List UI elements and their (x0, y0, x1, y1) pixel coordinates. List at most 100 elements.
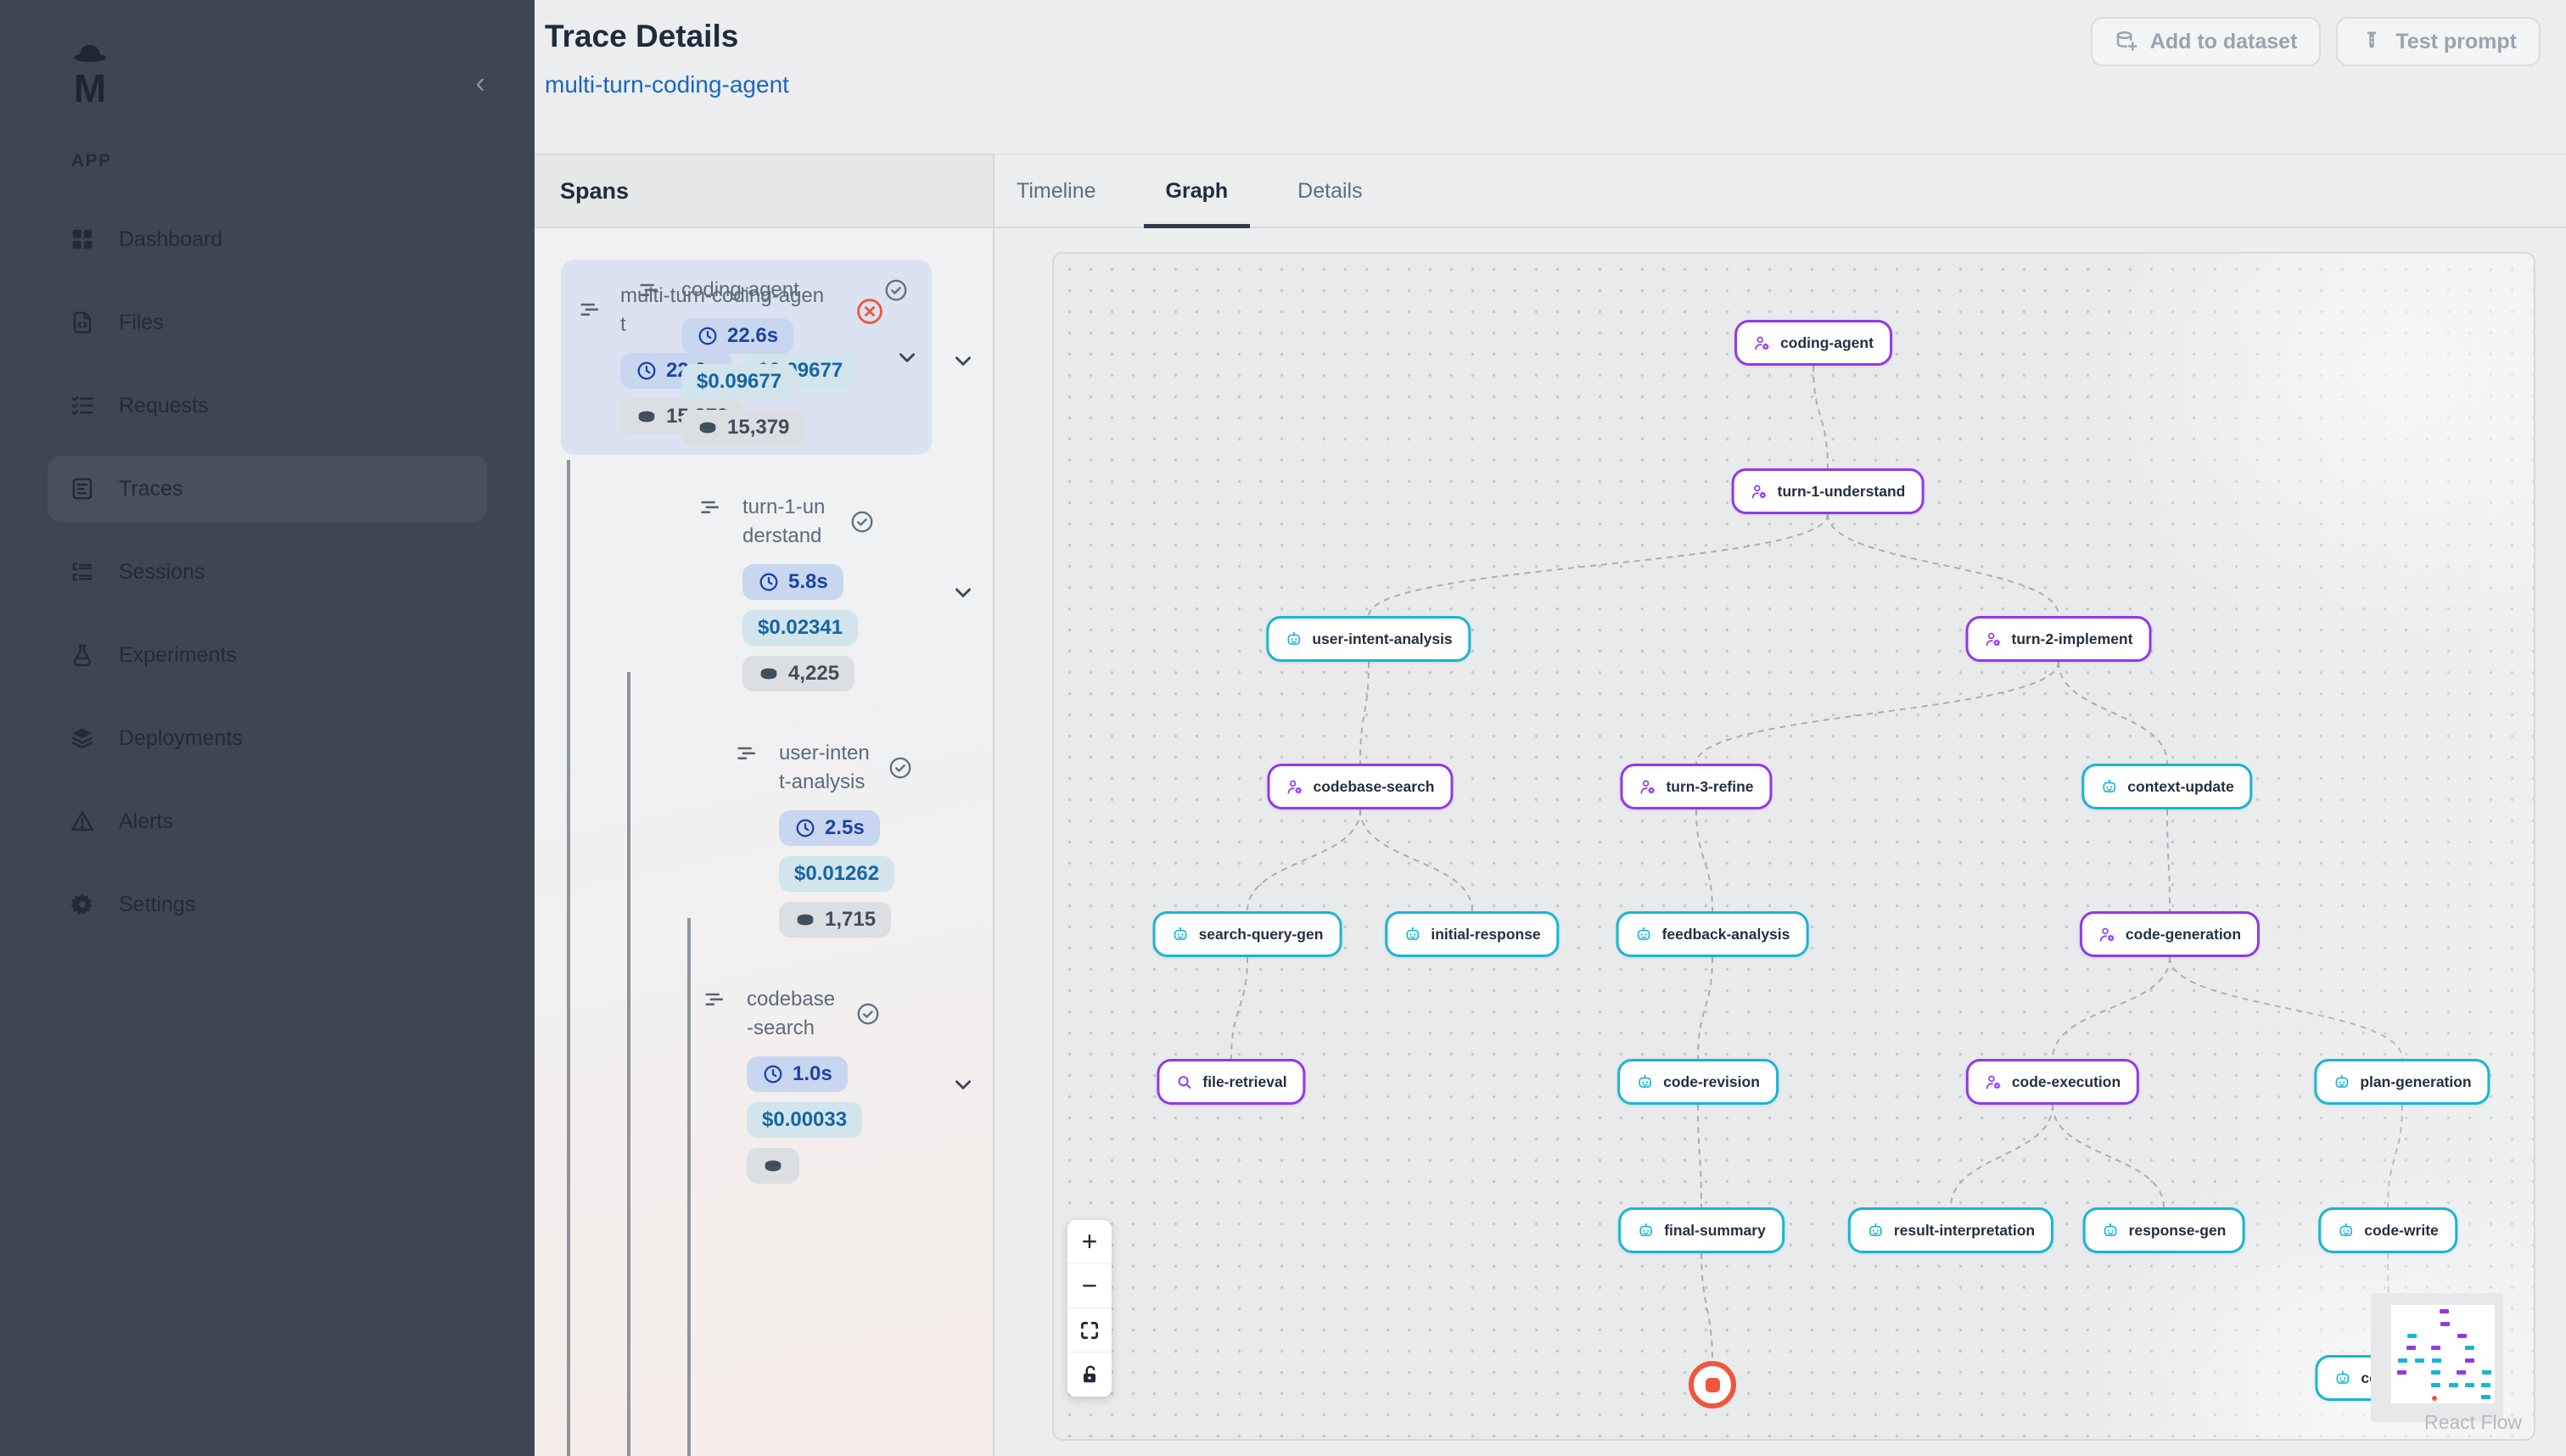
minimap-node-coding-agent (2439, 1309, 2449, 1313)
sidebar-item-experiments[interactable]: Experiments (48, 622, 487, 688)
tree-indent-guide (627, 672, 630, 1456)
sidebar-item-traces[interactable]: Traces (48, 456, 487, 522)
graph-node-result-interpretation[interactable]: result-interpretation (1847, 1207, 2054, 1253)
graph-node-turn-2-implement[interactable]: turn-2-implement (1965, 616, 2152, 662)
add-to-dataset-button[interactable]: Add to dataset (2090, 17, 2322, 66)
zoom-out-button[interactable]: − (1067, 1264, 1112, 1308)
node-label: final-summary (1664, 1221, 1766, 1239)
node-label: code-generation (2125, 925, 2242, 943)
graph-node-final-summary[interactable]: final-summary (1618, 1207, 1784, 1253)
graph-edge-turn-2-implement--turn-3-refine (1695, 661, 2059, 764)
graph-edge-coding-agent--turn-1-understand (1812, 365, 1829, 469)
sidebar-item-label: Settings (119, 892, 196, 916)
graph-node-initial-response[interactable]: initial-response (1385, 911, 1560, 957)
graph-node-turn-1-understand[interactable]: turn-1-understand (1731, 468, 1924, 514)
tree-indent-guide (567, 460, 570, 1456)
robot-icon (1403, 926, 1421, 944)
sidebar-item-label: Dashboard (119, 227, 223, 251)
graph-node-turn-3-refine[interactable]: turn-3-refine (1620, 764, 1773, 809)
minimap-node-response-gen (2464, 1382, 2474, 1387)
robot-icon (2333, 1369, 2351, 1387)
graph-node-user-intent-analysis[interactable]: user-intent-analysis (1266, 616, 1471, 662)
coin-icon (636, 406, 658, 428)
sidebar-collapse-button[interactable]: ‹ (458, 61, 502, 105)
graph-node-code-execution[interactable]: code-execution (1965, 1059, 2140, 1105)
success-status-icon (849, 509, 875, 535)
minimap[interactable] (2371, 1293, 2503, 1422)
graph-edge-turn-3-refine--feedback-analysis (1695, 809, 1713, 912)
minimap-node-final-summary (2431, 1382, 2441, 1387)
duration-badge: 1.0s (747, 1056, 848, 1092)
node-label: result-interpretation (1893, 1221, 2036, 1239)
sidebar-item-sessions[interactable]: Sessions (48, 539, 487, 605)
sidebar-item-settings[interactable]: Settings (48, 871, 487, 938)
cost-badge: $0.02341 (742, 610, 859, 646)
test-prompt-button[interactable]: Test prompt (2336, 17, 2541, 66)
tab-timeline[interactable]: Timeline (1017, 178, 1096, 203)
fit-view-button[interactable] (1067, 1308, 1112, 1352)
sidebar-item-files[interactable]: Files (48, 289, 487, 356)
trace-name-link[interactable]: multi-turn-coding-agent (545, 71, 789, 98)
graph-edges (1230, 365, 2403, 1363)
react-flow-attribution[interactable]: React Flow (2423, 1411, 2522, 1433)
chevron-down-icon[interactable] (950, 348, 976, 373)
span-row-user-intent-analysis[interactable]: user-intent-analysis 2.5s $0.01262 1,715 (535, 739, 993, 938)
sidebar-item-alerts[interactable]: Alerts (48, 788, 487, 854)
graph-node-code-generation[interactable]: code-generation (2079, 911, 2261, 957)
coin-icon (697, 417, 719, 439)
clock-icon (794, 817, 816, 839)
trace-span-icon (637, 279, 661, 303)
graph-node-coding-agent[interactable]: coding-agent (1734, 320, 1892, 366)
success-status-icon (888, 755, 913, 781)
span-row-multi-turn-coding-agent[interactable]: multi-turn-coding-agent 22.6s $0.09677 15,… (561, 260, 932, 455)
sidebar-item-deployments[interactable]: Deployments (48, 705, 487, 771)
minimap-node-code-review (2480, 1395, 2490, 1400)
sidebar-section-label: APP (71, 151, 112, 171)
lock-toggle-button[interactable] (1067, 1352, 1112, 1397)
page-header: Trace Details multi-turn-coding-agent Ad… (535, 0, 2566, 154)
sidebar-item-dashboard[interactable]: Dashboard (48, 206, 487, 272)
graph-node-code-revision[interactable]: code-revision (1617, 1059, 1779, 1105)
graph-node-search-query-gen[interactable]: search-query-gen (1152, 911, 1342, 957)
graph-edge-code-revision--final-summary (1697, 1104, 1702, 1208)
graph-node-response-gen[interactable]: response-gen (2082, 1207, 2245, 1253)
chevron-down-icon[interactable] (950, 580, 976, 605)
minimap-node-code-write (2480, 1382, 2490, 1387)
graph-edge-turn-1-understand--user-intent-analysis (1368, 513, 1829, 617)
graph-node-feedback-analysis[interactable]: feedback-analysis (1616, 911, 1809, 957)
tokens-badge (747, 1148, 799, 1184)
robot-icon (1637, 1222, 1655, 1240)
chevron-down-icon[interactable] (950, 1072, 976, 1097)
minimap-node-turn-2-implement (2457, 1333, 2467, 1338)
graph-node-file-retrieval[interactable]: file-retrieval (1157, 1059, 1306, 1105)
tab-details[interactable]: Details (1297, 178, 1363, 203)
files-icon (70, 310, 95, 335)
span-row-codebase-search[interactable]: codebase-search 1.0s $0.00033 (535, 985, 993, 1184)
span-row-turn-1-understand[interactable]: turn-1-understand 5.8s $0.02341 4,225 (535, 493, 993, 692)
span-name: coding-agent (681, 278, 799, 301)
minimap-node-code-revision (2430, 1370, 2440, 1375)
node-label: context-update (2127, 777, 2234, 795)
graph-canvas[interactable]: + − React F (1052, 252, 2535, 1441)
app-logo-icon[interactable]: M (63, 39, 117, 110)
tab-graph[interactable]: Graph (1143, 155, 1251, 228)
end-node[interactable] (1689, 1361, 1736, 1408)
chevron-down-icon[interactable] (894, 344, 920, 370)
robot-icon (1635, 926, 1653, 944)
page-title: Trace Details (545, 19, 739, 53)
sidebar-item-label: Traces (119, 476, 183, 501)
zoom-in-button[interactable]: + (1067, 1220, 1112, 1264)
graph-edge-code-execution--response-gen (2052, 1104, 2165, 1208)
agent-icon (2098, 926, 2116, 944)
graph-node-code-write[interactable]: code-write (2318, 1207, 2457, 1253)
graph-edge-final-summary--end (1700, 1252, 1713, 1363)
search-icon (1175, 1073, 1193, 1091)
node-label: coding-agent (1780, 333, 1874, 351)
agent-icon (1751, 483, 1768, 501)
graph-node-codebase-search[interactable]: codebase-search (1267, 764, 1454, 809)
graph-node-plan-generation[interactable]: plan-generation (2314, 1059, 2490, 1105)
trace-span-icon (703, 988, 726, 1012)
span-row-coding-agent[interactable]: coding-agent 22.6s $0.09677 15,379 (535, 276, 993, 445)
graph-node-context-update[interactable]: context-update (2081, 764, 2253, 809)
sidebar-item-requests[interactable]: Requests (48, 372, 487, 439)
